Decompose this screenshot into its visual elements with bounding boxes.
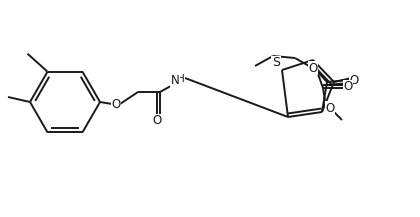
Text: H: H (177, 74, 185, 84)
Text: S: S (272, 56, 280, 69)
Text: O: O (152, 115, 162, 128)
Text: O: O (344, 81, 353, 94)
Text: O: O (111, 97, 121, 110)
Text: O: O (349, 74, 359, 87)
Text: O: O (326, 102, 335, 115)
Text: O: O (308, 61, 318, 74)
Text: N: N (171, 74, 179, 87)
